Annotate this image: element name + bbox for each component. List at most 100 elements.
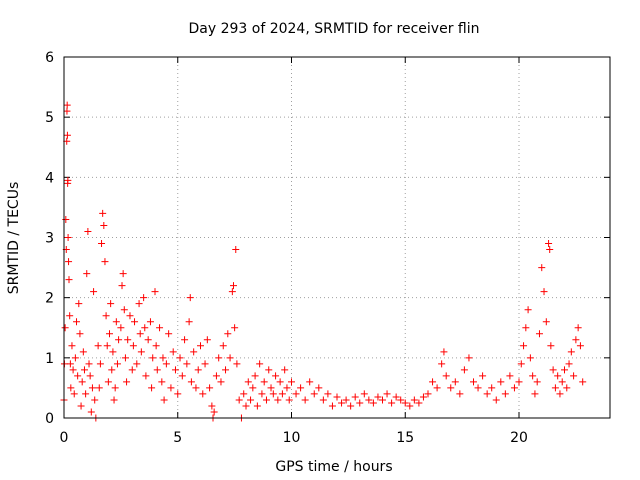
data-point (181, 336, 189, 344)
data-point (159, 354, 167, 362)
data-point (233, 360, 241, 368)
data-point (226, 354, 234, 362)
data-point (148, 384, 156, 392)
data-point (369, 399, 377, 407)
data-point (281, 366, 289, 374)
data-point (554, 372, 562, 380)
data-point (310, 390, 318, 398)
data-point (64, 234, 72, 241)
data-point (86, 372, 94, 380)
data-point (106, 330, 113, 338)
data-point (160, 396, 168, 404)
data-point (149, 354, 157, 362)
data-point (103, 342, 111, 350)
data-point (61, 324, 69, 332)
data-point (561, 366, 568, 374)
data-point (356, 399, 364, 407)
data-point (124, 336, 132, 344)
data-point (108, 366, 116, 374)
data-point (192, 384, 200, 392)
data-point (365, 396, 373, 404)
data-point (529, 372, 537, 380)
data-point (215, 354, 223, 362)
data-point (429, 378, 437, 386)
data-point (224, 330, 232, 338)
data-point (88, 384, 96, 392)
y-tick-label: 1 (45, 351, 54, 367)
x-tick-label: 20 (510, 430, 528, 446)
data-point (156, 324, 164, 332)
data-point (85, 360, 93, 368)
data-point (212, 372, 220, 380)
data-point (440, 348, 448, 356)
data-point (333, 393, 341, 401)
data-point (94, 342, 102, 350)
data-point (419, 393, 427, 401)
data-point (438, 360, 446, 368)
data-point (531, 390, 539, 398)
data-point (492, 396, 500, 404)
data-point (113, 360, 121, 368)
data-point (510, 384, 518, 392)
grid-lines (64, 57, 610, 418)
data-point (101, 258, 109, 266)
data-point (551, 384, 559, 392)
y-axis-label: SRMTID / TECUs (6, 182, 22, 295)
data-point (68, 342, 76, 350)
data-point (488, 384, 496, 392)
data-point (424, 390, 432, 398)
y-tick-label: 4 (45, 170, 54, 186)
data-point (110, 396, 118, 404)
data-point (66, 312, 74, 320)
data-point (283, 384, 291, 392)
x-tick-label: 5 (173, 430, 182, 446)
data-point (397, 396, 405, 404)
data-point (217, 378, 225, 386)
data-point (546, 246, 554, 254)
x-axis-ticks: 0 5 10 15 20 (60, 57, 528, 446)
y-tick-label: 3 (45, 231, 54, 247)
data-point (178, 372, 186, 380)
data-point (194, 366, 202, 374)
data-point (247, 396, 255, 404)
data-point (360, 390, 368, 398)
data-point (572, 336, 580, 344)
plot-frame (63, 56, 611, 419)
data-point (406, 402, 414, 410)
data-point (547, 342, 555, 350)
data-point (90, 288, 98, 296)
data-point (136, 330, 144, 338)
data-point (146, 318, 154, 326)
data-point (338, 399, 346, 407)
data-point (131, 318, 139, 326)
data-point (231, 324, 239, 332)
data-point (563, 384, 571, 392)
data-point (262, 396, 270, 404)
data-point (121, 354, 129, 362)
data-point (483, 390, 491, 398)
data-point (115, 336, 123, 344)
data-point (274, 396, 282, 404)
data-point (315, 384, 323, 392)
data-point (232, 246, 240, 254)
data-point (456, 390, 464, 398)
data-point (256, 360, 264, 368)
data-point (67, 384, 75, 392)
data-point (77, 402, 85, 410)
data-point (242, 402, 250, 410)
data-point (73, 318, 81, 326)
data-point (185, 318, 193, 326)
data-point (83, 270, 91, 278)
data-point (176, 354, 184, 362)
data-point (319, 396, 327, 404)
data-point (526, 354, 534, 362)
data-point (579, 378, 587, 386)
data-point (401, 399, 409, 407)
data-point (570, 372, 578, 380)
data-point (128, 366, 136, 374)
data-point (142, 372, 150, 380)
data-point (183, 360, 191, 368)
data-point (574, 324, 582, 332)
data-point (210, 408, 218, 416)
data-point (479, 372, 487, 380)
